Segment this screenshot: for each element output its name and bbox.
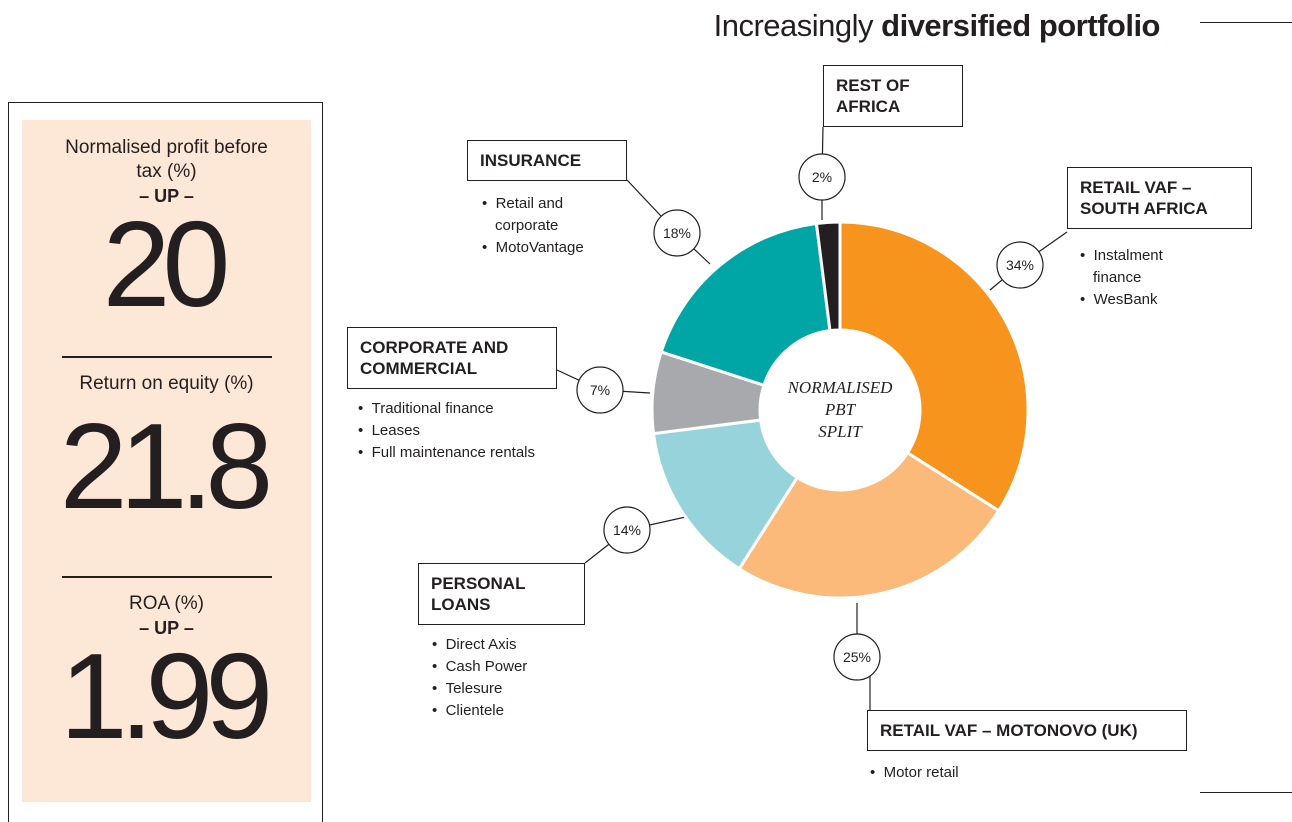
- separator: [62, 576, 272, 578]
- stats-panel: [8, 102, 323, 822]
- title-lead: Increasingly: [713, 8, 874, 43]
- bullet-item: Leases: [358, 420, 538, 442]
- stat-label: Normalised profit before tax (%): [65, 137, 268, 182]
- donut-segment: [737, 450, 1001, 600]
- bullet-item: Clientele: [432, 700, 592, 722]
- value-bubble: [798, 153, 846, 201]
- donut-segment: [838, 220, 1030, 513]
- segment-name: INSURANCE: [467, 140, 627, 181]
- value-label: 34%: [1006, 257, 1034, 273]
- center-label-line: SPLIT: [818, 422, 862, 441]
- bullet-item: Telesure: [432, 678, 592, 700]
- donut-segment: [659, 221, 832, 388]
- center-label: NORMALISED PBT SPLIT: [760, 377, 920, 443]
- center-label-line: PBT: [824, 400, 856, 419]
- value-bubble: [576, 366, 624, 414]
- bullet-item: Full maintenance rentals: [358, 442, 538, 464]
- stat-value: 1.99: [59, 628, 273, 764]
- stat-label: Return on equity (%): [79, 373, 254, 394]
- bullet-item: Traditional finance: [358, 398, 538, 420]
- segment-name: RETAIL VAF – SOUTH AFRICA: [1067, 167, 1252, 229]
- value-bubble: [996, 241, 1044, 289]
- bullet-item: MotoVantage: [482, 237, 602, 259]
- stats-background: [22, 120, 311, 802]
- bullet-list: Traditional financeLeasesFull maintenanc…: [358, 398, 538, 464]
- bullet-item: WesBank: [1080, 289, 1210, 311]
- stat: Return on equity (%) 21.8: [22, 372, 311, 527]
- separator: [62, 356, 272, 358]
- segment-name: REST OF AFRICA: [823, 65, 963, 127]
- stat: Normalised profit before tax (%) – UP –20: [22, 136, 311, 325]
- bullet-item: Direct Axis: [432, 634, 592, 656]
- title: Increasingly diversified portfolio: [640, 8, 1161, 44]
- value-label: 2%: [812, 169, 832, 185]
- stat-label: ROA (%): [129, 593, 204, 614]
- center-label-line: NORMALISED: [787, 378, 893, 397]
- bullet-item: Retail and corporate: [482, 193, 602, 237]
- value-label: 25%: [843, 649, 871, 665]
- value-bubble: [833, 633, 881, 681]
- bullet-item: Motor retail: [870, 762, 1070, 784]
- segment-name: RETAIL VAF – MOTONOVO (UK): [867, 710, 1187, 751]
- bullet-list: Motor retail: [870, 762, 1070, 784]
- stat-qualifier: – UP –: [139, 186, 194, 206]
- stat-value: 20: [102, 196, 231, 332]
- bullet-list: Retail and corporateMotoVantage: [482, 193, 602, 259]
- donut-segment: [651, 418, 800, 571]
- value-bubble: [653, 209, 701, 257]
- bullet-item: Instalment finance: [1080, 245, 1210, 289]
- segment-name: CORPORATE AND COMMERCIAL: [347, 327, 557, 389]
- value-label: 18%: [663, 225, 691, 241]
- donut-segment: [814, 220, 842, 333]
- segment-name: PERSONAL LOANS: [418, 563, 585, 625]
- value-label: 7%: [590, 382, 610, 398]
- bullet-item: Cash Power: [432, 656, 592, 678]
- rule: [1200, 792, 1292, 793]
- rule: [1200, 22, 1292, 23]
- stat-value: 21.8: [59, 398, 273, 534]
- bullet-list: Instalment financeWesBank: [1080, 245, 1210, 311]
- title-emphasis: diversified portfolio: [881, 8, 1160, 43]
- stat: ROA (%) – UP –1.99: [22, 592, 311, 757]
- bullet-list: Direct AxisCash PowerTelesureClientele: [432, 634, 592, 722]
- stat-qualifier: – UP –: [139, 618, 194, 638]
- value-label: 14%: [613, 522, 641, 538]
- value-bubble: [603, 506, 651, 554]
